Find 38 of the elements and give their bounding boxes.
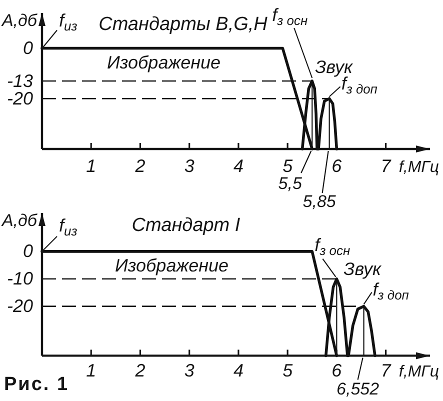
ref-line-label: 5,85 bbox=[302, 192, 336, 211]
x-tick-label: 1 bbox=[86, 156, 96, 176]
y-tick-label: 0 bbox=[22, 241, 33, 262]
x-tick-label: 4 bbox=[233, 360, 244, 380]
series-label: Изображение bbox=[115, 255, 229, 276]
x-tick-label: 3 bbox=[184, 360, 194, 380]
annotation: f$_{з осн}$ bbox=[314, 234, 350, 258]
chart-title: Стандарты B,G,H bbox=[98, 14, 268, 35]
chart-title: Стандарт I bbox=[132, 215, 241, 236]
y-tick-label: -10 bbox=[6, 268, 33, 289]
x-tick-label: 5 bbox=[282, 156, 294, 176]
series-label: Изображение bbox=[107, 52, 221, 72]
legend-label: Звук bbox=[344, 258, 383, 279]
annotation: f$_{из}$ bbox=[59, 215, 78, 238]
x-tick-label: 5 bbox=[282, 360, 294, 380]
x-tick-label: 4 bbox=[233, 156, 244, 176]
y-axis-title: A,дб bbox=[0, 11, 38, 30]
x-tick-label: 1 bbox=[86, 360, 96, 380]
annotation: f$_{з осн}$ bbox=[272, 5, 308, 28]
x-tick-label: 2 bbox=[134, 360, 146, 380]
y-tick-label: 0 bbox=[22, 38, 33, 58]
x-tick-label: 7 bbox=[380, 360, 392, 380]
x-tick-label: 6 bbox=[332, 156, 343, 176]
ref-line-label: 6,552 bbox=[336, 380, 380, 399]
x-tick-label: 2 bbox=[134, 156, 146, 176]
x-axis-title: f,МГц bbox=[398, 159, 439, 176]
y-tick-label: -13 bbox=[6, 70, 33, 91]
x-tick-label: 6 bbox=[332, 360, 343, 380]
legend-label: 5,5 bbox=[278, 174, 302, 193]
x-axis-title: f,МГц bbox=[398, 364, 439, 381]
annotation: f$_{из}$ bbox=[59, 10, 78, 34]
y-tick-label: -20 bbox=[6, 296, 33, 316]
y-axis-title: A,дб bbox=[0, 211, 38, 230]
annotation: f$_{з доп}$ bbox=[372, 279, 409, 302]
x-tick-label: 3 bbox=[184, 156, 194, 176]
text: Рис. 1 bbox=[4, 374, 70, 395]
x-tick-label: 7 bbox=[380, 156, 392, 176]
y-tick-label: -20 bbox=[6, 88, 33, 108]
